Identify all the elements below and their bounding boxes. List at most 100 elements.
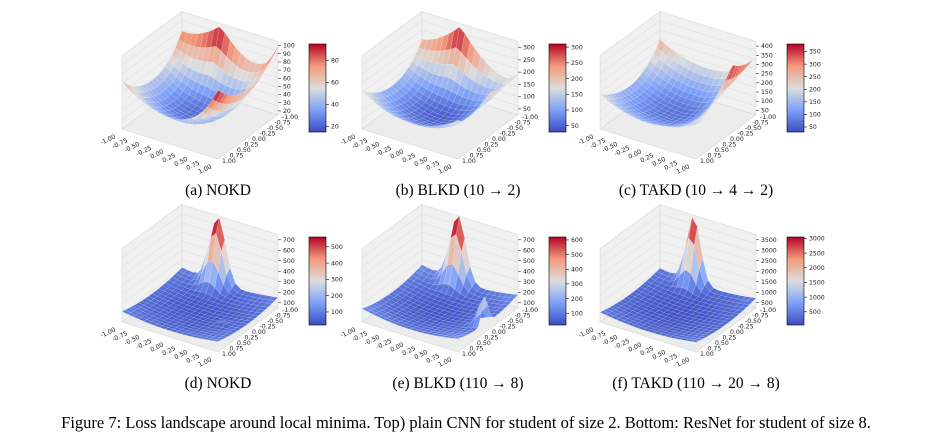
z-tick-label: 50: [523, 106, 531, 113]
colorbar-tick-label: 2000: [809, 265, 825, 272]
colorbar-tick-label: 50: [571, 123, 579, 130]
surface-facet: [233, 98, 243, 108]
surface-facet: [226, 317, 236, 322]
surface-facet: [679, 337, 690, 341]
surface-facet: [447, 233, 457, 266]
panel-e-blkd: 100 200 300 400 500 600 700 -1.00-0.75-0.50-0.2…: [339, 203, 583, 369]
surface-facet: [621, 110, 631, 115]
surface-facet: [135, 94, 145, 102]
y-tick-label: -1.00: [522, 114, 538, 121]
y-tick-label: -0.75: [275, 120, 291, 127]
surface-facet: [425, 309, 436, 314]
surface-facet: [635, 116, 645, 120]
z-tick-label: 100: [283, 300, 295, 307]
surface-facet: [450, 322, 461, 327]
surface-facet: [180, 273, 190, 280]
surface-facet: [467, 90, 477, 101]
gridline: [121, 259, 279, 304]
surface-facet: [692, 115, 702, 121]
z-tick-label: 20: [283, 108, 291, 115]
surface-facet: [178, 267, 188, 274]
surface-facet: [398, 284, 408, 291]
surface-facet: [691, 110, 702, 115]
surface-facet: [205, 321, 216, 326]
surface-facet: [665, 66, 675, 78]
z-tick-label: 300: [523, 279, 535, 286]
colorbar-tick-label: 50: [809, 124, 817, 131]
surface-facet: [152, 95, 162, 103]
y-tick-label: 0.75: [708, 153, 722, 160]
gridline: [361, 20, 519, 65]
surface-facet: [160, 320, 170, 325]
surface-facet: [653, 74, 663, 85]
surface-facet: [646, 277, 656, 284]
figure-caption: Figure 7: Loss landscape around local mi…: [61, 413, 871, 432]
y-tick-label: 0.25: [245, 335, 259, 342]
z-tick-label: 60: [283, 75, 291, 82]
surface-facet: [430, 311, 441, 316]
surface-facet: [136, 307, 147, 312]
surface-facet: [661, 105, 671, 112]
surface-facet: [711, 293, 721, 299]
surface-facet: [659, 124, 669, 127]
surface-facet: [252, 293, 263, 299]
z-tick-label: 50: [761, 107, 769, 114]
z-tick-label: 500: [283, 258, 295, 265]
surface-facet: [173, 112, 184, 118]
gridline: [121, 20, 279, 65]
surface-facet: [615, 317, 626, 322]
surface-facet: [228, 105, 238, 114]
colorbar-tick-label: 350: [809, 49, 821, 56]
colorbar-tick-label: 200: [571, 296, 583, 303]
colorbar-tick-label: 1000: [809, 294, 825, 301]
colorbar-tick-label: 250: [809, 74, 821, 81]
z-tick-label: 250: [523, 57, 535, 64]
surface-facet: [671, 325, 682, 330]
colorbar-tick-label: 100: [331, 309, 343, 316]
gridline: [121, 240, 279, 286]
surface-facet: [210, 321, 221, 327]
y-tick-label: -0.25: [260, 131, 276, 138]
surface-facet: [706, 77, 716, 86]
surface-facet: [687, 119, 697, 125]
z-tick-label: 600: [283, 247, 295, 254]
surface-facet: [654, 298, 664, 304]
surface-facet: [215, 337, 226, 341]
surface-facet: [158, 70, 168, 81]
y-tick-label: 0.25: [485, 142, 499, 149]
surface-facet: [717, 78, 727, 97]
surface-facet: [663, 110, 674, 116]
surface-facet: [242, 291, 252, 297]
surface-facet: [204, 120, 214, 123]
z-tick-label: 150: [761, 89, 773, 96]
z-tick-label: 100: [761, 98, 773, 105]
surface-facet: [726, 305, 736, 310]
surface-facet: [211, 331, 222, 335]
caption-c: (c) TAKD (10 → 4 → 2): [619, 182, 773, 199]
surface-facet: [158, 285, 168, 292]
z-tick-label: 400: [761, 43, 773, 50]
surface-facet: [671, 93, 681, 102]
surface-facet: [231, 283, 241, 293]
surface-facet: [683, 289, 693, 299]
surface-facet: [137, 97, 147, 105]
z-tick-label: 700: [283, 237, 295, 244]
z-tick-label: 1000: [761, 289, 777, 296]
gridline: [361, 231, 519, 277]
y-tick-label: 0.00: [252, 136, 266, 143]
surface-facet: [657, 296, 667, 302]
surface-facet: [698, 305, 708, 311]
colorbar-tick-label: 500: [331, 244, 343, 251]
z-tick-label: 80: [283, 59, 291, 66]
colorbar-tick-label: 1500: [809, 280, 825, 287]
gridline: [599, 222, 757, 268]
gridline: [361, 250, 519, 295]
surface-facet: [121, 81, 131, 90]
z-tick-label: 300: [283, 279, 295, 286]
z-tick-label: 300: [761, 61, 773, 68]
surface-facet: [234, 305, 244, 310]
surface-facet: [668, 98, 678, 106]
surface-facet: [611, 309, 622, 315]
colorbar-tick-label: 80: [331, 58, 339, 65]
surface-facet: [221, 109, 231, 116]
